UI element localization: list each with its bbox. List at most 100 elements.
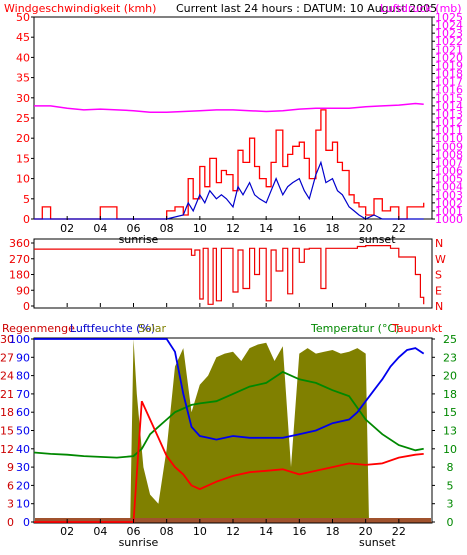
rain-y-tick: 6: [7, 479, 14, 492]
pressure-y-tick: 1009: [435, 140, 463, 153]
wind-x-tick: 04: [93, 222, 107, 235]
temperature-y-tick: 23: [443, 351, 457, 364]
humidity-x-tick: 02: [60, 525, 74, 538]
compass-y-tick: E: [435, 284, 442, 297]
temperature-y-tick: 10: [443, 443, 457, 456]
wind-sunset-label: sunset: [359, 233, 396, 246]
direction-y-tick: 180: [9, 269, 30, 282]
pressure-y-tick: 1019: [435, 59, 463, 72]
humidity-x-tick: 06: [127, 525, 141, 538]
humidity-sunrise-label: sunrise: [119, 536, 159, 549]
wind-x-tick: 10: [193, 222, 207, 235]
pressure-y-tick: 1017: [435, 76, 463, 89]
wind-x-tick: 12: [226, 222, 240, 235]
pressure-y-tick: 1004: [435, 181, 463, 194]
pressure-y-tick: 1015: [435, 92, 463, 105]
pressure-y-tick: 1011: [435, 124, 463, 137]
wind-x-tick: 22: [392, 222, 406, 235]
rain-y-tick: 12: [0, 443, 14, 456]
humidity-y-tick: 80: [16, 370, 30, 383]
temperature-y-tick: 5: [447, 479, 454, 492]
humidity-y-tick: 90: [16, 351, 30, 364]
pressure-y-tick: 1013: [435, 108, 463, 121]
temperature-title: Temperatur (°C): [310, 322, 399, 335]
center-title: Current last 24 hours : DATUM: 10 August…: [176, 2, 437, 15]
rain-y-tick: 27: [0, 351, 14, 364]
wind-y-tick: 10: [16, 173, 30, 186]
rain-title: Regenmenge: [2, 322, 75, 335]
wind-y-tick: 20: [16, 132, 30, 145]
compass-y-tick: S: [435, 269, 442, 282]
wind-x-tick: 16: [292, 222, 306, 235]
pressure-y-tick: 1005: [435, 173, 463, 186]
temperature-y-tick: 15: [443, 406, 457, 419]
humidity-x-tick: 16: [292, 525, 306, 538]
wind-y-tick: 25: [16, 112, 30, 125]
direction-y-tick: 90: [16, 284, 30, 297]
pressure-y-tick: 1021: [435, 43, 463, 56]
rain-y-tick: 18: [0, 406, 14, 419]
humidity-line: [34, 338, 425, 441]
humidity-y-tick: 50: [16, 425, 30, 438]
temperature-y-tick: 0: [447, 516, 454, 529]
direction-y-tick: 0: [23, 300, 30, 313]
temperature-y-tick: 8: [447, 461, 454, 474]
pressure-y-tick: 1003: [435, 189, 463, 202]
wind-x-tick: 08: [160, 222, 174, 235]
pressure-title: Luftdruck (mb): [380, 2, 462, 15]
pressure-y-tick: 1008: [435, 148, 463, 161]
humidity-y-tick: 100: [9, 333, 30, 346]
wind-y-tick: 40: [16, 51, 30, 64]
rain-y-tick: 9: [7, 461, 14, 474]
rain-y-tick: 0: [7, 516, 14, 529]
wind-gust-line: [34, 109, 425, 220]
humidity-x-tick: 10: [193, 525, 207, 538]
solar-area: [34, 339, 432, 522]
pressure-y-tick: 1024: [435, 19, 463, 32]
wind-x-tick: 20: [359, 222, 373, 235]
pressure-y-tick: 1002: [435, 197, 463, 210]
humidity-y-tick: 30: [16, 461, 30, 474]
pressure-y-tick: 1022: [435, 35, 463, 48]
wind-average-line: [34, 160, 424, 220]
temperature-y-tick: 20: [443, 370, 457, 383]
temperature-y-tick: 3: [447, 498, 454, 511]
rain-y-tick: 15: [0, 425, 14, 438]
rain-y-tick: 24: [0, 370, 14, 383]
wind-title: Windgeschwindigkeit (kmh): [4, 2, 156, 15]
pressure-y-tick: 1025: [435, 11, 463, 24]
compass-y-tick: N: [435, 237, 443, 250]
pressure-y-tick: 1014: [435, 100, 463, 113]
humidity-y-tick: 10: [16, 498, 30, 511]
wind-x-tick: 18: [326, 222, 340, 235]
humidity-x-tick: 20: [359, 525, 373, 538]
humidity-title: Luftfeuchte (%): [70, 322, 155, 335]
direction-y-tick: 270: [9, 253, 30, 266]
wind-y-tick: 15: [16, 152, 30, 165]
wind-x-tick: 06: [127, 222, 141, 235]
rain-y-tick: 21: [0, 388, 14, 401]
humidity-y-tick: 0: [23, 516, 30, 529]
rain-y-tick: 30: [0, 333, 14, 346]
humidity-y-tick: 70: [16, 388, 30, 401]
pressure-y-tick: 1016: [435, 84, 463, 97]
humidity-x-tick: 22: [392, 525, 406, 538]
pressure-y-tick: 1006: [435, 165, 463, 178]
rain-y-tick: 3: [7, 498, 14, 511]
humidity-x-tick: 14: [259, 525, 273, 538]
pressure-y-tick: 1010: [435, 132, 463, 145]
direction-y-tick: 360: [9, 237, 30, 250]
wind-y-tick: 50: [16, 11, 30, 24]
humidity-y-tick: 60: [16, 406, 30, 419]
pressure-line: [34, 102, 424, 114]
pressure-y-tick: 1018: [435, 68, 463, 81]
wind-x-tick: 14: [259, 222, 273, 235]
wind-y-tick: 30: [16, 92, 30, 105]
temperature-y-tick: 13: [443, 425, 457, 438]
wind-y-tick: 35: [16, 72, 30, 85]
temperature-y-tick: 25: [443, 333, 457, 346]
pressure-y-tick: 1012: [435, 116, 463, 129]
pressure-y-tick: 1000: [435, 213, 463, 226]
compass-y-tick: W: [435, 253, 446, 266]
